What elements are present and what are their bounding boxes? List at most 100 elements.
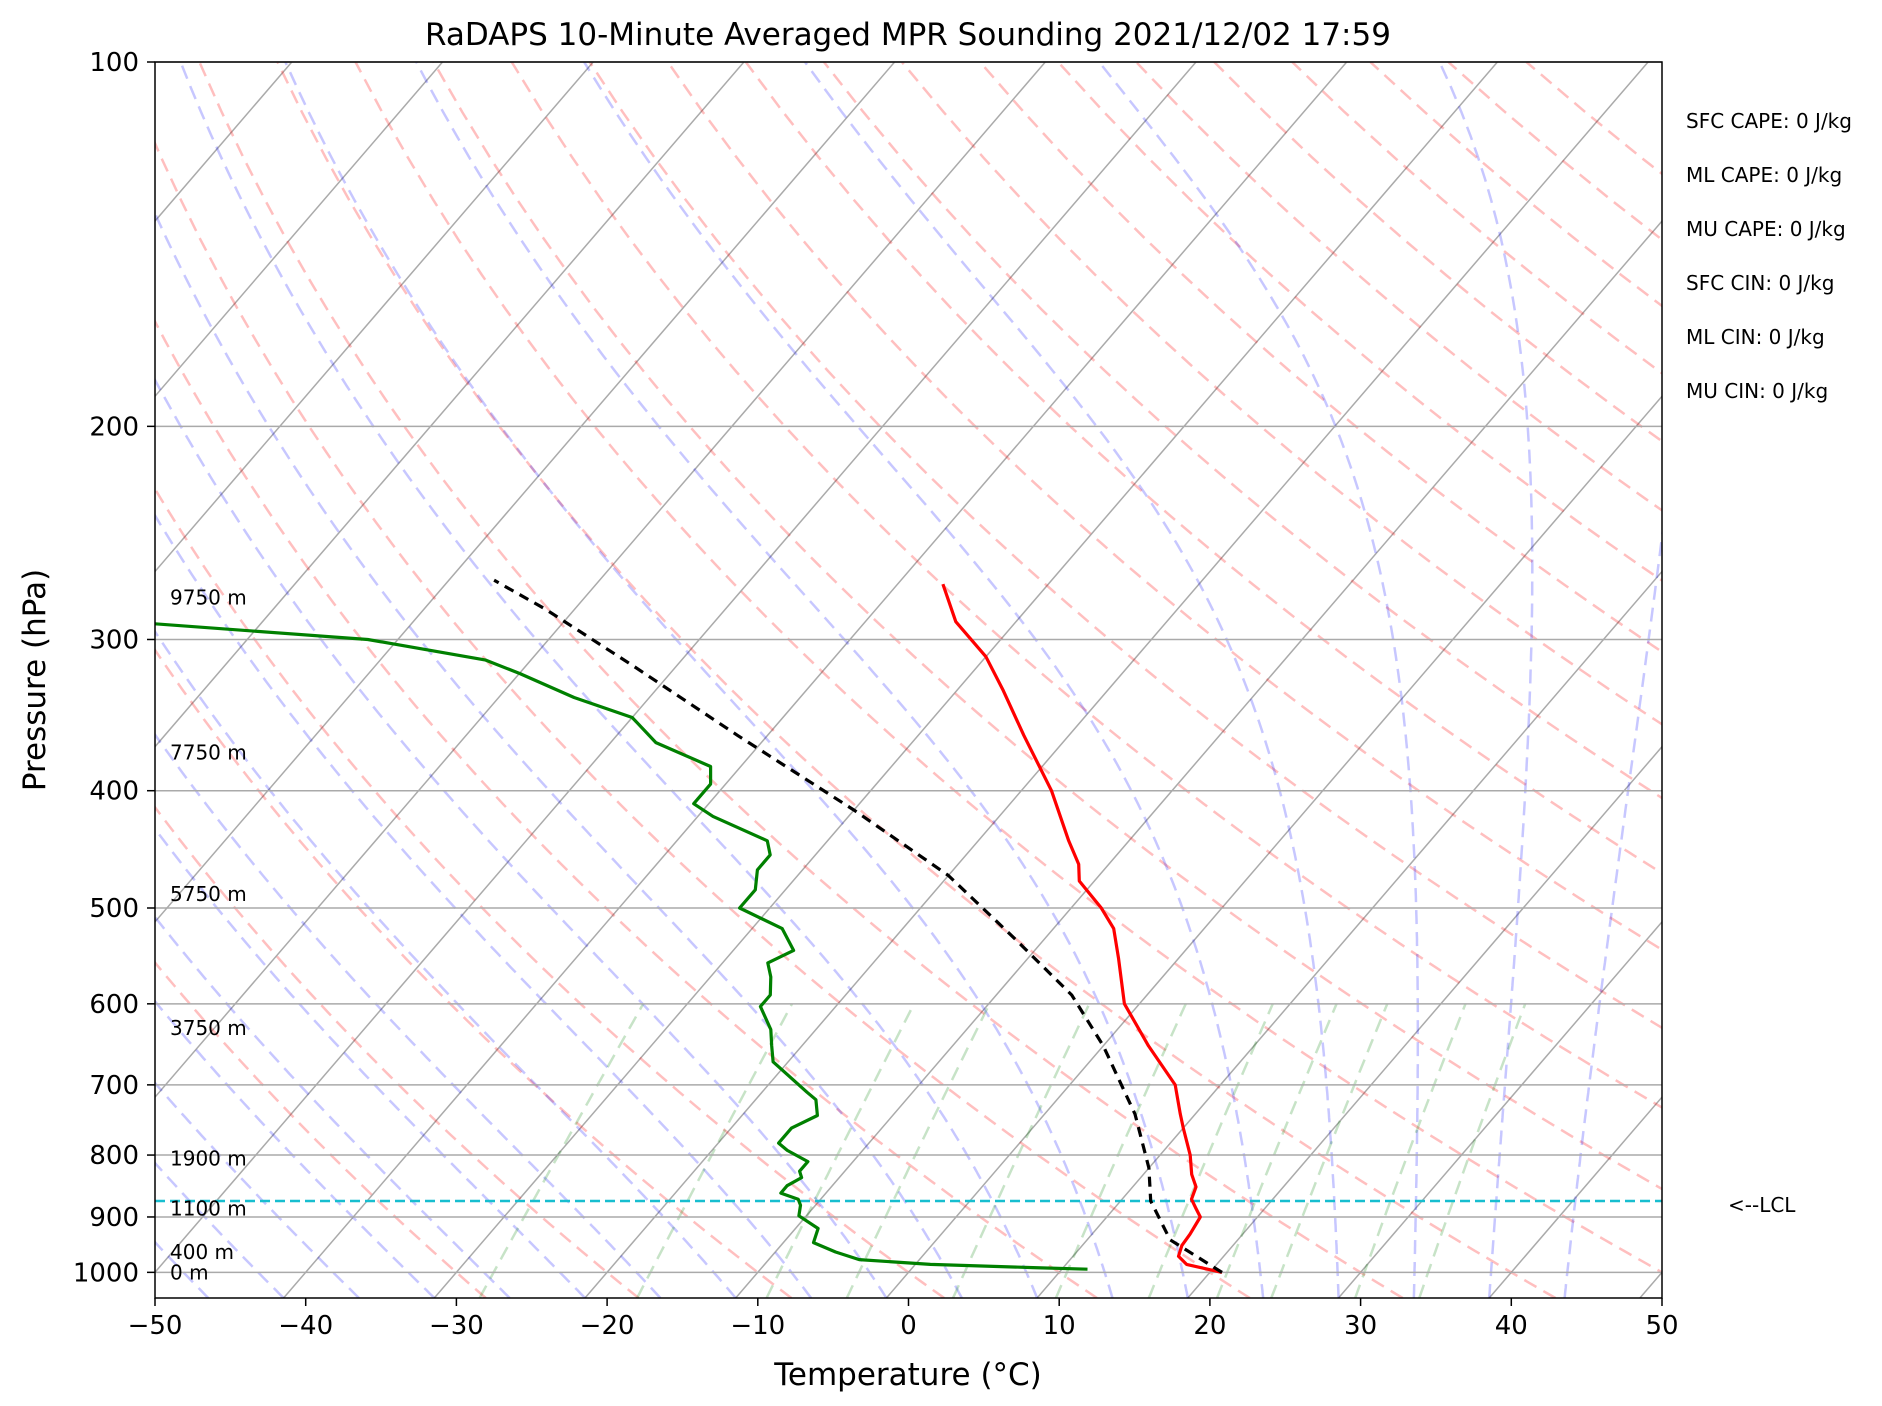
sounding-series	[155, 578, 1223, 1274]
y-tick-label: 600	[89, 990, 139, 1020]
mixing-ratio-line	[1054, 1003, 1187, 1298]
dewpoint-line	[155, 622, 1088, 1271]
isotherm-line	[155, 62, 1197, 1274]
height-label: 3750 m	[170, 1016, 247, 1040]
moist-adiabat	[155, 915, 511, 1298]
y-tick-label: 100	[89, 48, 139, 78]
moist-adiabat	[155, 513, 813, 1298]
y-tick-label: 1000	[73, 1258, 139, 1288]
x-tick-label: 0	[900, 1311, 917, 1341]
x-tick-label: 30	[1344, 1311, 1377, 1341]
isotherm-line	[155, 62, 896, 924]
x-tick-label: 50	[1645, 1311, 1678, 1341]
dry-adiabat	[1369, 62, 1662, 308]
stability-indices: SFC CAPE: 0 J/kg ML CAPE: 0 J/kg MU CAPE: …	[1686, 109, 1852, 403]
isotherm-line	[885, 395, 1662, 1298]
isotherm-line	[433, 62, 1498, 1298]
x-tick-label: −50	[128, 1311, 183, 1341]
x-tick-label: 20	[1193, 1311, 1226, 1341]
moist-adiabat	[583, 62, 1265, 1298]
height-labels: 9750 m 7750 m 5750 m 3750 m 1900 m 1100 m 400 …	[170, 586, 247, 1285]
dry-adiabat	[588, 62, 1662, 1030]
mixing-ratio-line	[1215, 1003, 1338, 1298]
dry-adiabat	[155, 486, 945, 1298]
isotherm-line	[735, 219, 1662, 1298]
x-tick-label: −10	[730, 1311, 785, 1341]
height-label: 5750 m	[170, 882, 247, 906]
y-tick-label: 300	[89, 625, 139, 655]
dry-adiabat	[155, 805, 640, 1298]
isotherm-line	[155, 62, 444, 398]
isotherm-line	[1639, 1271, 1662, 1298]
mixing-ratio-line	[1418, 1003, 1527, 1298]
dry-adiabat	[155, 140, 1251, 1298]
height-label: 400 m	[170, 1240, 234, 1264]
moist-adiabat	[155, 210, 963, 1298]
y-axis-ticks: 100 200 300 400 500 600 700 800 900 1000	[73, 48, 155, 1288]
lcl-label: <--LCL	[1728, 1193, 1796, 1217]
dry-adiabat	[1525, 62, 1662, 176]
mixing-ratio-line	[1354, 1003, 1467, 1298]
x-tick-label: −30	[429, 1311, 484, 1341]
height-label: 0 m	[170, 1260, 209, 1284]
moist-adiabat	[284, 62, 1114, 1298]
dry-adiabat	[432, 62, 1662, 1191]
isotherm-line	[1187, 745, 1662, 1298]
index-label: ML CAPE: 0 J/kg	[1686, 163, 1842, 187]
x-tick-label: 40	[1495, 1311, 1528, 1341]
moist-adiabat	[1438, 62, 1534, 1298]
temperature-line	[941, 583, 1223, 1274]
dry-adiabat	[510, 62, 1662, 1109]
isotherm-line	[155, 62, 594, 573]
mixing-ratio-line	[951, 1003, 1091, 1298]
moist-adiabat	[155, 732, 662, 1298]
moist-adiabat	[155, 1161, 285, 1298]
dry-adiabat	[155, 960, 487, 1298]
y-tick-label: 500	[89, 894, 139, 924]
mixing-ratio-line	[635, 1003, 794, 1298]
dry-adiabat	[155, 318, 1098, 1298]
height-label: 1900 m	[170, 1146, 247, 1170]
mixing-ratio-line	[1147, 1003, 1274, 1298]
mixing-ratio-line	[478, 1003, 645, 1298]
index-label: MU CIN: 0 J/kg	[1686, 379, 1828, 403]
height-label: 1100 m	[170, 1197, 247, 1221]
isotherm-line	[1791, 62, 1882, 1298]
dry-adiabat	[1213, 62, 1662, 443]
parcel-line	[493, 578, 1223, 1274]
x-axis-label: Temperature (°C)	[773, 1357, 1042, 1393]
moist-adiabat	[803, 62, 1340, 1298]
moist-adiabat	[1563, 526, 1662, 1298]
moist-adiabat	[155, 999, 436, 1298]
height-label: 7750 m	[170, 741, 247, 765]
moist-adiabat	[155, 629, 737, 1298]
dry-adiabat	[666, 62, 1662, 952]
dry-adiabat	[1057, 62, 1662, 583]
dry-adiabat	[979, 62, 1662, 654]
x-axis-ticks: −50 −40 −30 −20 −10 0 10 20 30 40 50	[128, 1298, 1679, 1341]
x-tick-label: 10	[1043, 1311, 1076, 1341]
dry-adiabat	[744, 62, 1662, 875]
isotherm-line	[1036, 570, 1662, 1298]
height-label: 9750 m	[170, 586, 247, 610]
plot-frame	[154, 61, 1663, 1299]
isotherm-line	[155, 62, 745, 748]
mixing-ratio-line	[1270, 1003, 1389, 1298]
mixing-ratio-line	[765, 1003, 916, 1298]
y-tick-label: 700	[89, 1071, 139, 1101]
dry-adiabat	[198, 62, 1404, 1298]
mixing-ratio-line	[845, 1003, 991, 1298]
isotherm-line	[584, 62, 1649, 1298]
isotherm-line	[155, 62, 1046, 1099]
index-label: MU CAPE: 0 J/kg	[1686, 217, 1846, 241]
dry-adiabat	[900, 62, 1662, 726]
y-tick-label: 400	[89, 777, 139, 807]
y-axis-label: Pressure (hPa)	[17, 569, 53, 791]
moist-adiabat	[155, 826, 586, 1298]
moist-adiabat	[415, 62, 1190, 1298]
moist-adiabat	[1098, 62, 1420, 1298]
y-tick-label: 800	[89, 1141, 139, 1171]
isotherm-line	[283, 62, 1348, 1298]
background-isolines	[155, 62, 1882, 1298]
